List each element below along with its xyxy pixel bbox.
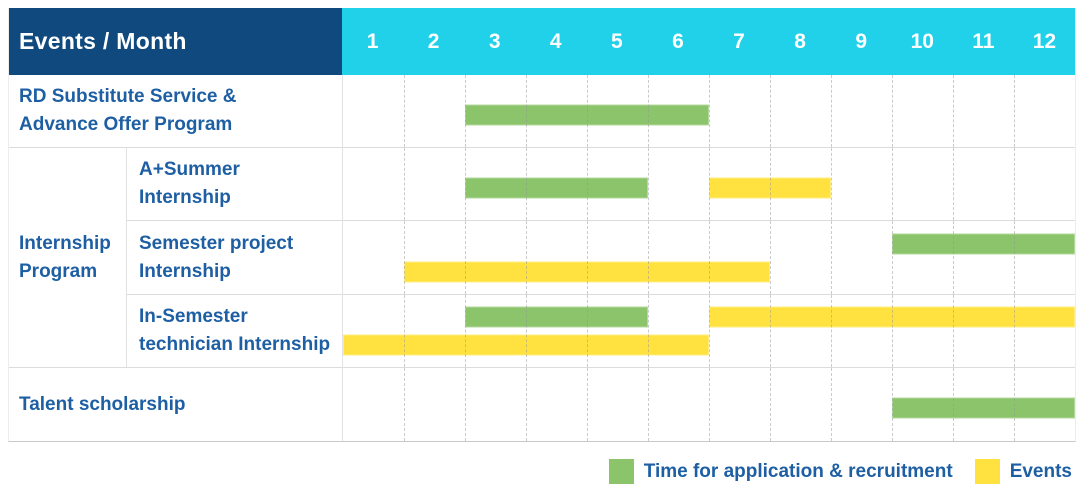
month-gridline: [831, 221, 832, 294]
application-recruitment-bar: [892, 397, 1075, 419]
month-gridline: [1014, 75, 1015, 147]
legend-label-application: Time for application & recruitment: [643, 460, 953, 482]
month-gridline: [648, 295, 649, 367]
month-label-6: 6: [672, 29, 684, 53]
legend-label-events: Events: [1009, 460, 1072, 482]
month-gridline: [587, 368, 588, 441]
month-gridline: [770, 295, 771, 367]
events-bar: [343, 334, 709, 356]
group-label-line: Program: [19, 260, 98, 282]
row-label-line: technician Internship: [139, 334, 331, 355]
month-gridline: [831, 295, 832, 367]
month-gridline: [770, 368, 771, 441]
month-gridline: [831, 368, 832, 441]
chart-row-semester-project-internship: [342, 220, 1075, 294]
row-label-line: Advance Offer Program: [19, 114, 233, 135]
month-gridline: [1014, 221, 1015, 294]
month-label-9: 9: [855, 29, 867, 53]
month-gridline: [709, 295, 710, 367]
legend-swatch-events: [974, 459, 1000, 484]
month-gridline: [465, 221, 466, 294]
row-label-line: Internship: [139, 187, 231, 208]
month-gridline: [709, 368, 710, 441]
row-label-line: In-Semester: [139, 306, 248, 327]
month-gridline: [648, 148, 649, 220]
legend-item-application-recruitment: Time for application & recruitment: [608, 459, 953, 484]
month-gridline: [526, 368, 527, 441]
row-label-rd-substitute-service: RD Substitute Service & Advance Offer Pr…: [9, 75, 342, 147]
month-label-11: 11: [972, 29, 995, 53]
row-label-line: Talent scholarship: [19, 393, 186, 415]
month-gridline: [526, 295, 527, 367]
events-bar: [709, 177, 831, 199]
month-gridline: [587, 221, 588, 294]
application-recruitment-bar: [465, 177, 648, 199]
month-label-1: 1: [366, 29, 379, 53]
row-label-a-plus-summer-internship: A+Summer Internship: [126, 147, 342, 220]
group-label-line: Internship: [19, 232, 111, 254]
chart-row-a-plus-summer-internship: [342, 147, 1075, 220]
application-recruitment-bar: [465, 104, 709, 126]
month-label-5: 5: [611, 29, 623, 53]
month-gridline: [831, 75, 832, 147]
row-label-in-semester-technician-internship: In-Semester technician Internship: [126, 294, 342, 367]
month-gridline: [404, 75, 405, 147]
legend-swatch-application: [608, 459, 634, 484]
month-gridline: [892, 221, 893, 294]
row-label-semester-project-internship: Semester project Internship: [126, 220, 342, 294]
row-label-line: RD Substitute Service &: [19, 86, 237, 107]
month-gridline: [892, 148, 893, 220]
month-gridline: [648, 368, 649, 441]
months-header-row: 1 2 3 4 5 6 7 8 9 10 11 12: [342, 8, 1075, 75]
row-label-talent-scholarship: Talent scholarship: [9, 367, 342, 441]
month-gridline: [587, 295, 588, 367]
chart-row-talent-scholarship: [342, 367, 1075, 441]
legend: Time for application & recruitment Event…: [608, 459, 1072, 484]
application-recruitment-bar: [465, 306, 648, 328]
month-gridline: [953, 221, 954, 294]
month-gridline: [709, 221, 710, 294]
month-gridline: [892, 75, 893, 147]
month-gridline: [831, 148, 832, 220]
events-month-header-cell: Events / Month: [9, 8, 342, 75]
row-label-line: Semester project: [139, 232, 294, 254]
events-bar: [709, 306, 1075, 328]
row-label-line: Internship: [139, 260, 231, 282]
events-month-header-label: Events / Month: [19, 28, 187, 54]
month-gridline: [404, 368, 405, 441]
month-gridline: [892, 295, 893, 367]
month-gridline: [404, 221, 405, 294]
month-gridline: [953, 295, 954, 367]
events-month-table: Events / Month 1 2 3 4 5 6 7 8 9 10 11 1…: [8, 8, 1076, 442]
application-recruitment-bar: [892, 233, 1075, 255]
month-gridline: [1014, 148, 1015, 220]
month-label-8: 8: [794, 29, 806, 53]
month-label-10: 10: [910, 29, 934, 53]
chart-row-in-semester-technician-internship: [342, 294, 1075, 367]
month-label-12: 12: [1032, 29, 1057, 53]
month-gridline: [648, 221, 649, 294]
month-gridline: [465, 295, 466, 367]
month-gridline: [404, 295, 405, 367]
row-label-line: A+Summer: [139, 159, 240, 180]
group-label-internship-program: Internship Program: [9, 147, 126, 367]
events-bar: [404, 261, 770, 283]
chart-row-rd-substitute-service: [342, 75, 1075, 147]
month-gridline: [770, 75, 771, 147]
month-label-2: 2: [427, 29, 440, 53]
month-gridline: [526, 221, 527, 294]
month-gridline: [1014, 295, 1015, 367]
month-gridline: [465, 368, 466, 441]
month-gridline: [770, 221, 771, 294]
month-gridline: [953, 75, 954, 147]
legend-item-events: Events: [974, 459, 1072, 484]
month-label-4: 4: [549, 29, 562, 53]
month-label-3: 3: [488, 29, 501, 53]
month-gridline: [709, 75, 710, 147]
month-gridline: [404, 148, 405, 220]
month-label-7: 7: [733, 29, 745, 53]
month-gridline: [953, 148, 954, 220]
